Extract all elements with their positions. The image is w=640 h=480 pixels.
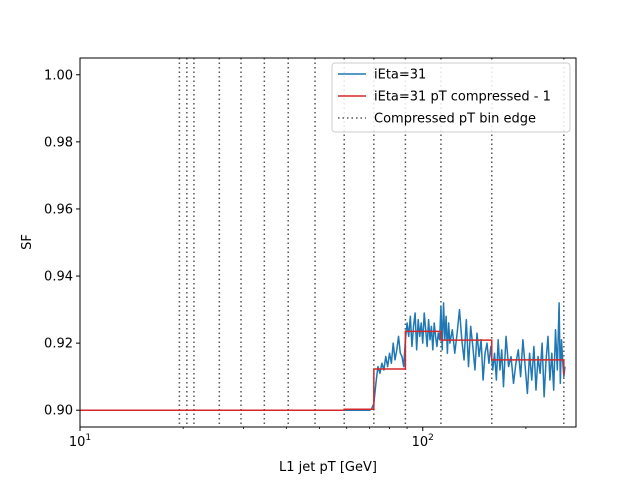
y-tick-label: 0.90 [44,404,73,419]
series-line-compressed [80,330,565,411]
y-tick-label: 0.94 [44,270,73,285]
y-tick-label: 0.98 [44,135,73,150]
legend-label: iEta=31 [374,68,426,83]
x-axis-label: L1 jet pT [GeV] [279,460,377,475]
legend-box [331,62,571,133]
y-tick-label: 0.92 [44,337,73,352]
series-line-raw [80,302,566,411]
legend: iEta=31 iEta=31 pT compressed - 1 Compress… [331,62,571,133]
plot-frame [79,57,577,428]
y-axis-label: SF [20,234,35,250]
y-tick-label: 0.96 [44,202,73,217]
plot-area [80,58,566,427]
legend-label: iEta=31 pT compressed - 1 [374,90,551,105]
legend-label: Compressed pT bin edge [374,112,536,127]
y-tick-label: 1.00 [44,68,73,83]
